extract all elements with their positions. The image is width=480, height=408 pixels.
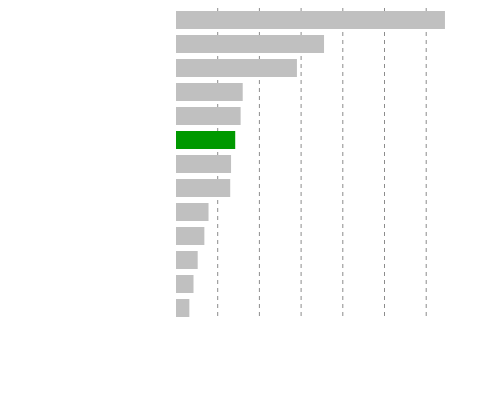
bar-1 [176,11,445,29]
bar-5 [176,107,241,125]
bars [176,11,445,317]
bar-11 [176,251,198,269]
bar-highlighted [176,131,236,149]
bar-13 [176,299,190,317]
bar-10 [176,227,205,245]
bar-3 [176,59,297,77]
bar-4 [176,83,243,101]
bar-12 [176,275,194,293]
bar-8 [176,179,231,197]
bar-9 [176,203,209,221]
bar-7 [176,155,232,173]
bar-2 [176,35,325,53]
gridlines [217,8,427,316]
